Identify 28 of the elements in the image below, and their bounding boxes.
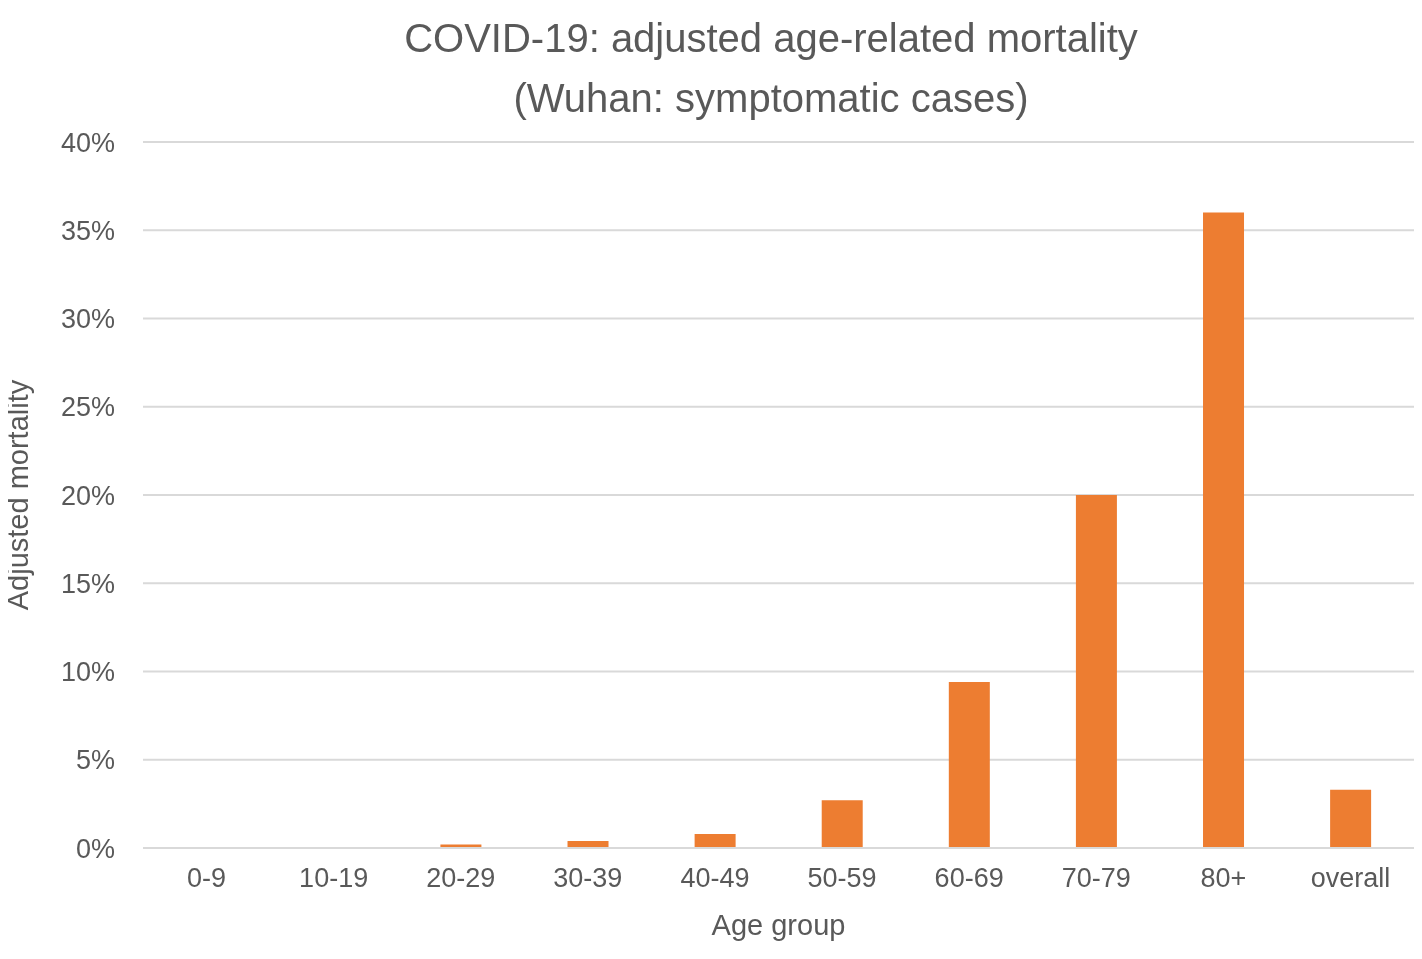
- x-tick-label: overall: [1310, 863, 1391, 894]
- y-tick-label: 0%: [75, 833, 115, 864]
- y-tick-label: 40%: [60, 127, 115, 158]
- bar: [1330, 789, 1372, 848]
- x-tick-label: 40-49: [680, 863, 750, 894]
- x-tick-label: 0-9: [187, 863, 227, 894]
- bar: [1075, 495, 1117, 848]
- x-axis-title: Age group: [711, 909, 846, 941]
- y-axis-title: Adjusted mortality: [2, 379, 35, 611]
- x-tick-label: 10-19: [299, 863, 369, 894]
- y-tick-label: 30%: [60, 304, 115, 335]
- x-tick-label: 20-29: [426, 863, 496, 894]
- x-tick-label: 30-39: [553, 863, 623, 894]
- y-tick-label: 25%: [60, 392, 115, 423]
- bar: [694, 833, 736, 848]
- y-tick-label: 5%: [75, 745, 115, 776]
- bar: [821, 800, 863, 848]
- x-tick-label: 50-59: [807, 863, 877, 894]
- x-tick-label: 60-69: [934, 863, 1004, 894]
- x-tick-label: 80+: [1200, 863, 1247, 894]
- y-tick-label: 35%: [60, 215, 115, 246]
- y-tick-label: 10%: [60, 657, 115, 688]
- bar: [948, 682, 990, 848]
- x-tick-label: 70-79: [1061, 863, 1131, 894]
- y-tick-label: 15%: [60, 568, 115, 599]
- bar: [1203, 212, 1245, 848]
- y-tick-label: 20%: [60, 480, 115, 511]
- chart-title: COVID-19: adjusted age-related mortality (Wuhan: symptomatic cases): [403, 15, 1139, 122]
